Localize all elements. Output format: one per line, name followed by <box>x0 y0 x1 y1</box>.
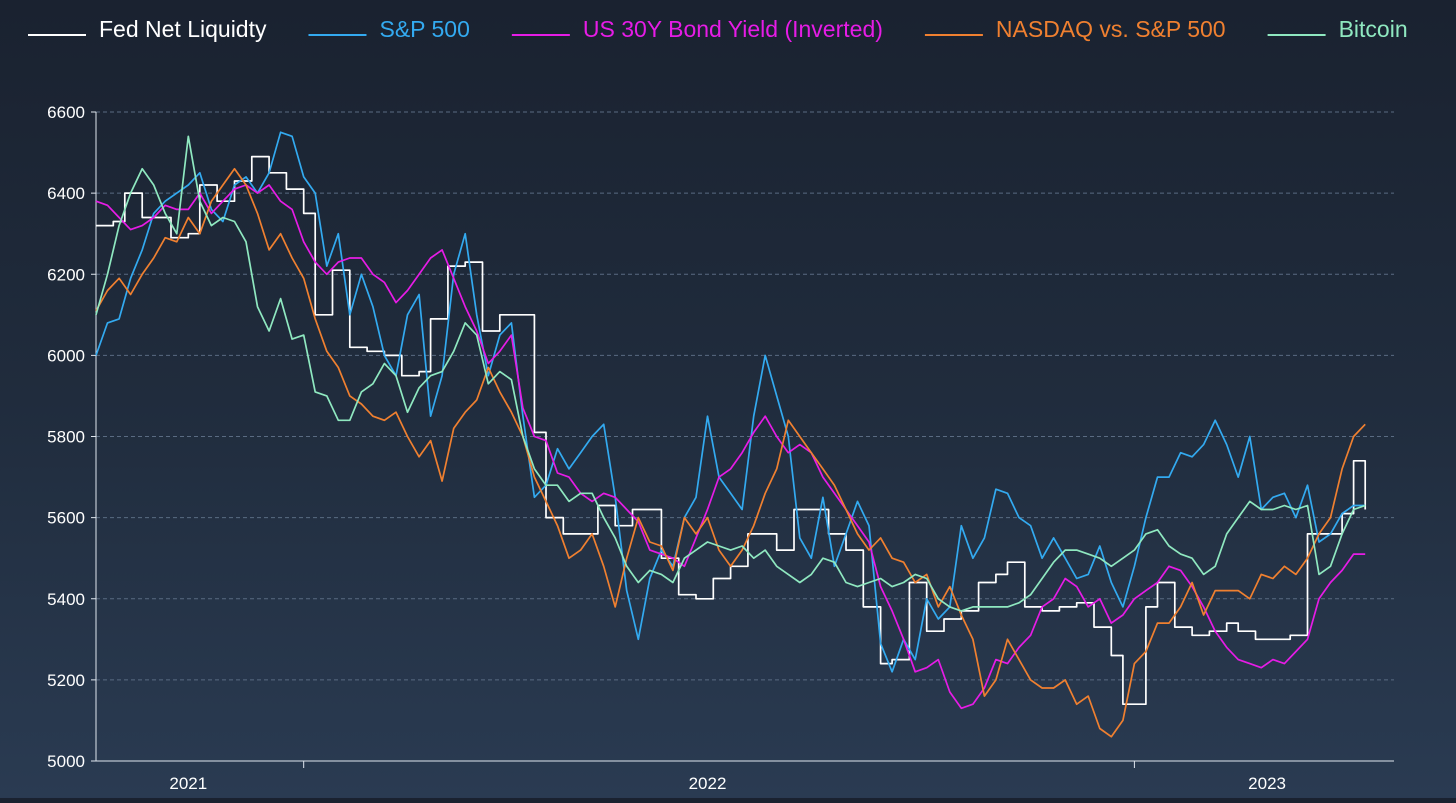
series-line-s-p-500 <box>95 131 1366 673</box>
legend: Fed Net Liquidty S&P 500 US 30Y Bond Yield… <box>28 16 1408 42</box>
series-line-fed-net-liquidty <box>96 155 1367 706</box>
legend-label-bitcoin: Bitcoin <box>1339 16 1408 42</box>
y-tick-label-5400: 5400 <box>47 590 85 609</box>
legend-label-fed-net-liquidty: Fed Net Liquidty <box>99 16 267 42</box>
series-line-bitcoin <box>95 135 1366 612</box>
y-tick-label-6600: 6600 <box>47 103 85 122</box>
y-tick-label-6000: 6000 <box>47 346 85 365</box>
y-tick-label-5000: 5000 <box>47 752 85 771</box>
grid <box>96 111 1394 681</box>
y-tick-label-5800: 5800 <box>47 428 85 447</box>
legend-label-s-p-500: S&P 500 <box>379 16 469 42</box>
legend-label-nasdaq-vs-s-p-500: NASDAQ vs. S&P 500 <box>996 16 1226 42</box>
y-tick-label-6200: 6200 <box>47 265 85 284</box>
axes: 5000 5200 5400 5600 5800 6000 6200 6400 6600 2021… <box>47 103 1394 793</box>
y-tick-label-6400: 6400 <box>47 184 85 203</box>
series-line-us-30y-bond-yield-inverted <box>95 184 1366 710</box>
legend-label-us-30y-bond-yield-inverted: US 30Y Bond Yield (Inverted) <box>583 16 883 42</box>
series-group <box>95 131 1367 738</box>
series-line-nasdaq-vs-s-p-500 <box>95 167 1366 738</box>
y-tick-label-5600: 5600 <box>47 509 85 528</box>
x-tick-label-2023: 2023 <box>1248 774 1286 793</box>
y-tick-label-5200: 5200 <box>47 671 85 690</box>
x-tick-label-2022: 2022 <box>689 774 727 793</box>
x-tick-label-2021: 2021 <box>169 774 207 793</box>
